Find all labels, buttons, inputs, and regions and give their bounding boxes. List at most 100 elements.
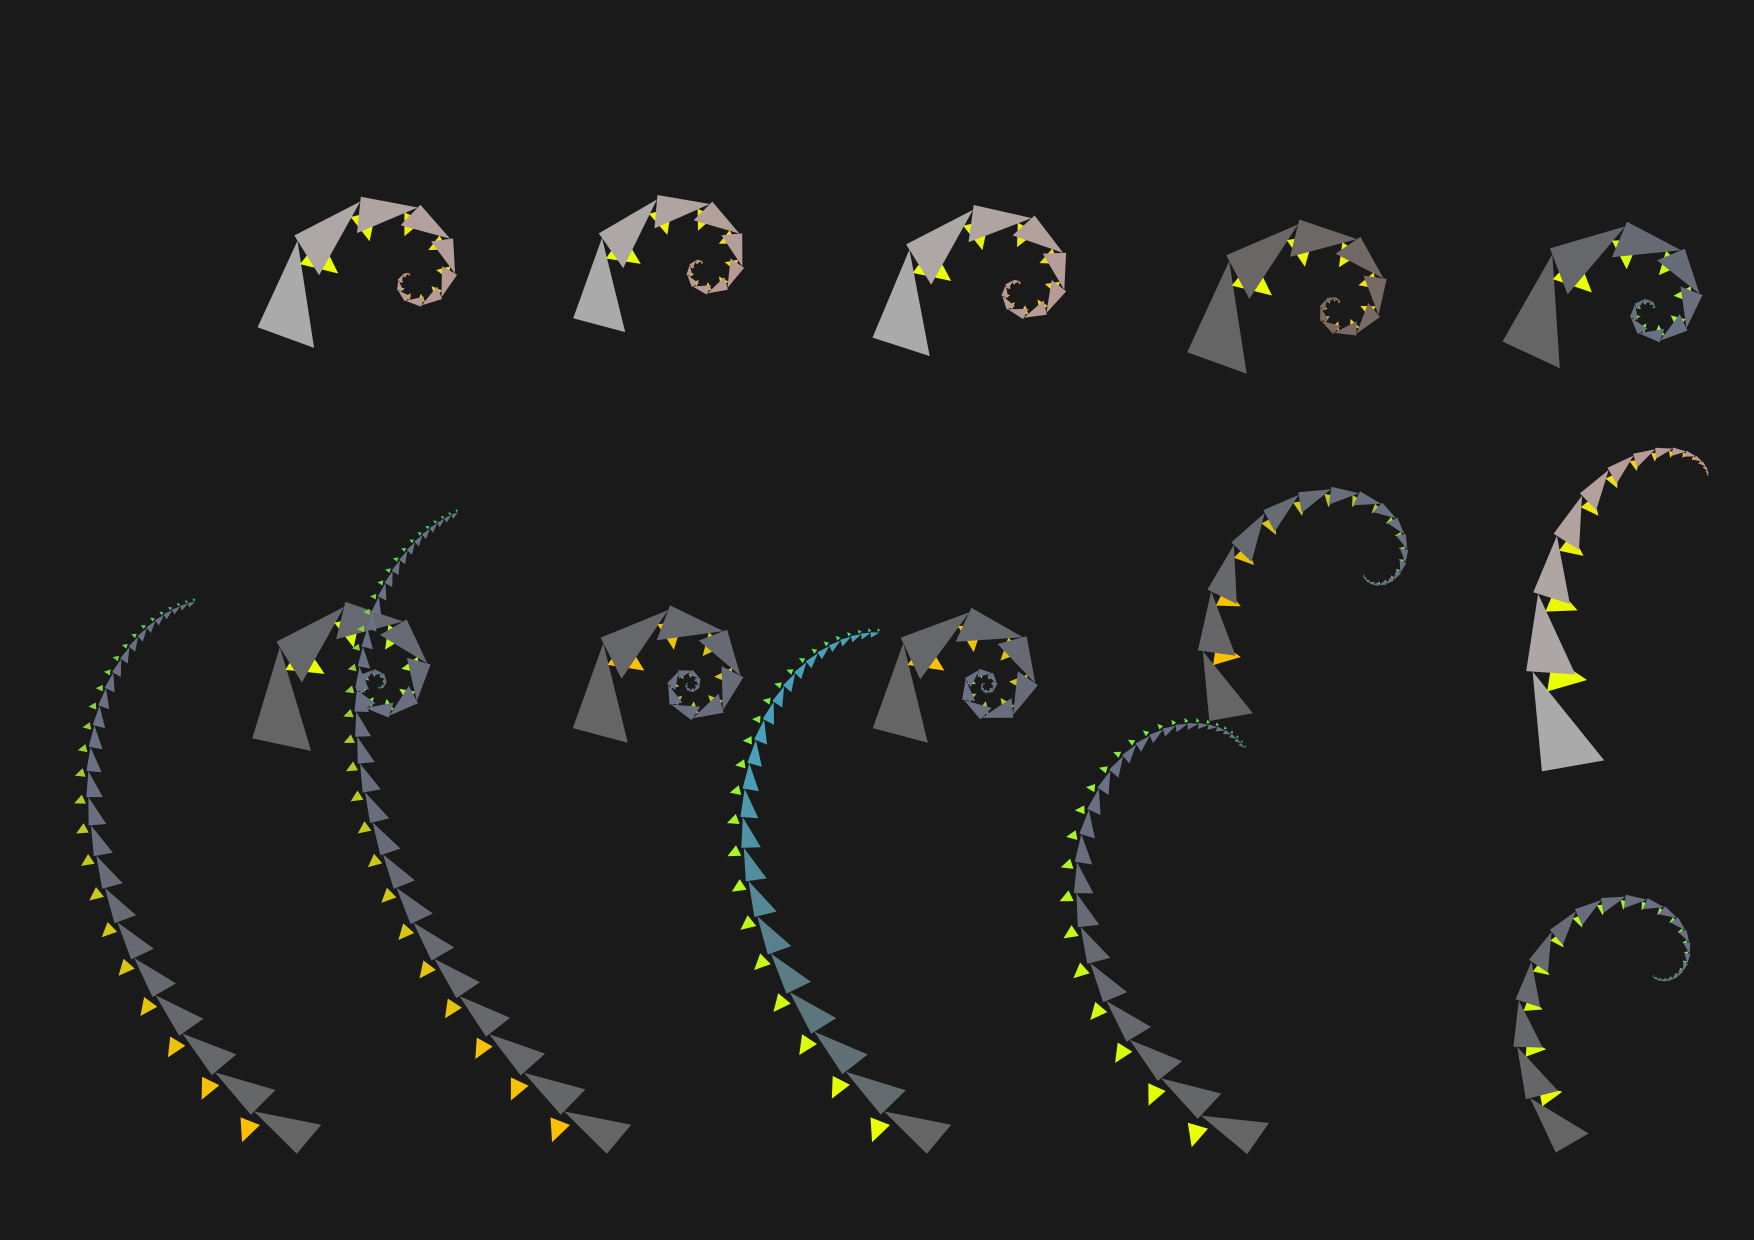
limb-segment [1657, 248, 1700, 294]
limb-segment [1677, 968, 1684, 977]
leaf-triangle [740, 915, 757, 930]
limb-segment [687, 274, 699, 287]
limb-segment [120, 647, 130, 664]
limb-segment [762, 701, 774, 725]
leaf-triangle [408, 273, 411, 277]
leaf-triangle [1367, 580, 1370, 583]
limb-segment [397, 290, 412, 302]
limb-segment [789, 992, 837, 1034]
leaf-triangle [1086, 784, 1096, 793]
limb-segment [356, 690, 376, 709]
leaf-triangle [101, 922, 118, 938]
limb-segment [1367, 581, 1374, 585]
limb-segment [400, 204, 451, 239]
limb-segment [861, 632, 871, 640]
limb-segment [1076, 893, 1100, 928]
limb-segment [396, 887, 433, 925]
limb-segment [1328, 486, 1360, 505]
limb-segment [757, 916, 792, 955]
limb-segment [963, 699, 992, 720]
limb-segment [1109, 756, 1124, 778]
leaf-triangle [367, 853, 383, 868]
limb-segment [1680, 286, 1703, 329]
limb-segment [693, 684, 700, 692]
leaf-triangle [159, 611, 164, 616]
limb-segment [1549, 911, 1576, 945]
leaf-triangle [1657, 907, 1665, 915]
leaf-triangle [1187, 1122, 1208, 1148]
limb-segment [155, 995, 204, 1036]
limb-segment [1226, 224, 1299, 299]
limb-segment [1502, 254, 1560, 369]
leaf-triangle [455, 509, 459, 513]
limb-segment [1106, 1001, 1151, 1042]
fractal-panel [1197, 486, 1409, 721]
leaf-triangle [131, 633, 137, 639]
limb-segment [489, 1034, 546, 1076]
limb-segment [707, 277, 728, 294]
fractal-panel [573, 195, 745, 333]
leaf-triangle [425, 525, 430, 530]
limb-segment [1200, 1115, 1269, 1155]
leaf-triangle [377, 580, 384, 586]
limb-segment [1149, 729, 1163, 744]
leaf-triangle [363, 608, 370, 615]
leaf-triangle [150, 617, 155, 622]
limb-segment [741, 817, 761, 848]
leaf-triangle [77, 744, 88, 753]
limb-segment [92, 705, 106, 729]
leaf-triangle [185, 600, 189, 604]
limb-segment [1530, 1098, 1589, 1153]
leaf-triangle [762, 697, 771, 705]
limb-segment [1699, 461, 1707, 467]
panel-grid [74, 195, 1709, 1155]
limb-segment [1135, 735, 1150, 752]
leaf-triangle [89, 887, 104, 901]
limb-segment [1634, 299, 1645, 310]
limb-segment [172, 606, 181, 615]
limb-segment [900, 612, 970, 680]
limb-segment [383, 854, 415, 889]
limb-segment [187, 601, 196, 608]
limb-segment [1607, 455, 1634, 484]
limb-segment [1515, 961, 1541, 1008]
limb-segment [1002, 295, 1015, 310]
limb-segment [1042, 252, 1067, 290]
limb-segment [86, 747, 102, 773]
limb-segment [1356, 303, 1380, 334]
leaf-triangle [701, 261, 704, 265]
limb-segment [1533, 535, 1570, 604]
leaf-triangle [1706, 474, 1708, 476]
fractal-panel [872, 607, 1038, 743]
leaf-triangle [392, 557, 399, 562]
leaf-triangle [1371, 503, 1381, 514]
limb-segment [366, 611, 377, 632]
limb-segment [872, 643, 928, 743]
limb-segment [1090, 963, 1128, 1003]
leaf-triangle [88, 702, 97, 710]
limb-segment [1207, 544, 1237, 604]
limb-segment [668, 684, 683, 705]
limb-segment [1612, 221, 1682, 258]
limb-segment [754, 719, 768, 745]
leaf-triangle [176, 602, 181, 607]
leaf-triangle [112, 655, 119, 662]
limb-segment [992, 681, 998, 692]
limb-segment [770, 953, 811, 994]
limb-segment [1671, 973, 1678, 980]
leaf-triangle [440, 515, 445, 519]
limb-segment [355, 666, 369, 690]
limb-segment [772, 686, 785, 708]
limb-segment [693, 201, 740, 234]
limb-segment [678, 670, 693, 679]
leaf-triangle [168, 606, 173, 611]
limb-segment [794, 662, 807, 680]
leaf-triangle [1115, 1042, 1133, 1063]
limb-segment [1320, 307, 1329, 321]
limb-segment [354, 688, 370, 712]
limb-segment [1601, 896, 1626, 914]
leaf-triangle [201, 1076, 220, 1100]
limb-segment [1231, 512, 1265, 562]
